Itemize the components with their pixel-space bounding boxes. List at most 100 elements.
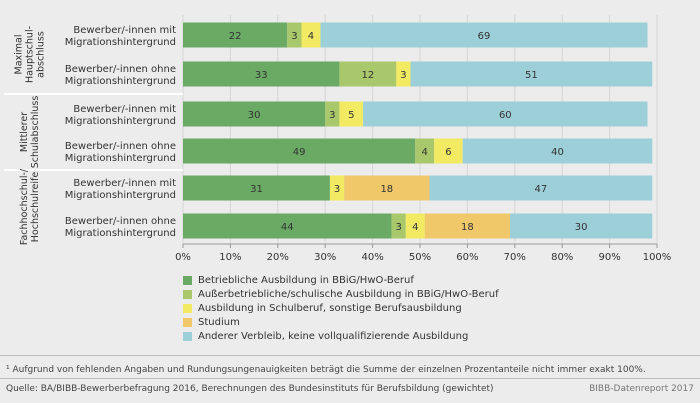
bar-segment [344, 175, 430, 201]
row-label: Migrationshintergrund [65, 153, 176, 164]
bar-segment [391, 213, 406, 239]
bar-segment [183, 175, 330, 201]
x-tick-label: 50% [409, 252, 431, 263]
bar-segment [415, 138, 435, 164]
credit: BIBB-Datenreport 2017 [589, 384, 694, 394]
data-label: 33 [255, 70, 268, 81]
bar-segment [434, 138, 463, 164]
bar-segment [301, 22, 321, 48]
data-label: 4 [422, 147, 428, 158]
group-label: Hauptschul- [25, 26, 36, 83]
data-label: 51 [525, 70, 538, 81]
row-label: Migrationshintergrund [65, 190, 176, 201]
x-tick-label: 70% [504, 252, 526, 263]
row-label: Migrationshintergrund [65, 228, 176, 239]
legend-swatch [183, 275, 192, 285]
data-label: 30 [575, 222, 588, 233]
x-tick-label: 80% [551, 252, 573, 263]
legend-label: Anderer Verbleib, keine vollqualifiziere… [198, 330, 469, 342]
legend-swatch [183, 317, 192, 327]
x-tick-label: 100% [643, 252, 672, 263]
data-label: 5 [348, 110, 354, 121]
bar-segment [183, 22, 288, 48]
bar-segment [396, 61, 411, 87]
group-label: Fachhochschul-/ [19, 168, 30, 245]
row-label: Migrationshintergrund [65, 116, 176, 127]
bar-segment [429, 175, 653, 201]
data-label: 3 [334, 184, 340, 195]
bar-segment [363, 101, 648, 127]
group-label: Hochschulreife [30, 172, 41, 243]
x-tick-label: 10% [219, 252, 241, 263]
row-label: Migrationshintergrund [65, 76, 176, 87]
data-label: 4 [412, 222, 418, 233]
data-label: 40 [551, 147, 564, 158]
data-label: 69 [478, 31, 491, 42]
group-label: Schulabschluss [30, 96, 41, 169]
bar-segment [183, 101, 326, 127]
group-label: Mittlerer [19, 112, 30, 152]
row-label: Bewerber/-innen ohne [65, 216, 176, 227]
data-label: 18 [461, 222, 474, 233]
x-tick-label: 90% [598, 252, 620, 263]
bar-segment [339, 101, 364, 127]
row-label: Bewerber/-innen mit [73, 25, 176, 36]
row-label: Bewerber/-innen mit [73, 104, 176, 115]
data-label: 47 [535, 184, 548, 195]
data-label: 22 [229, 31, 242, 42]
row-label: Bewerber/-innen ohne [65, 141, 176, 152]
legend-item: Studium [183, 315, 499, 329]
bar-segment [410, 61, 653, 87]
data-label: 3 [400, 70, 406, 81]
group-label: abschluss [36, 31, 47, 78]
data-label: 60 [499, 110, 512, 121]
legend-label: Studium [198, 316, 240, 328]
bar-segment [183, 61, 340, 87]
bar-segment [329, 175, 345, 201]
legend: Betriebliche Ausbildung in BBiG/HwO-Beru… [183, 273, 499, 343]
legend-item: Ausbildung in Schulberuf, sonstige Beruf… [183, 301, 499, 315]
data-label: 4 [308, 31, 314, 42]
legend-label: Außerbetriebliche/schulische Ausbildung … [198, 288, 499, 300]
legend-swatch [183, 289, 192, 299]
data-label: 31 [250, 184, 263, 195]
group-label: Maximal [14, 35, 25, 75]
footnote: ¹ Aufgrund von fehlenden Angaben und Run… [6, 365, 646, 375]
x-tick-label: 30% [314, 252, 336, 263]
data-label: 44 [281, 222, 294, 233]
legend-label: Ausbildung in Schulberuf, sonstige Beruf… [198, 302, 462, 314]
legend-swatch [183, 331, 192, 341]
legend-item: Anderer Verbleib, keine vollqualifiziere… [183, 329, 499, 343]
data-label: 3 [291, 31, 297, 42]
legend-item: Betriebliche Ausbildung in BBiG/HwO-Beru… [183, 273, 499, 287]
bar-segment [339, 61, 397, 87]
bar-segment [405, 213, 425, 239]
legend-label: Betriebliche Ausbildung in BBiG/HwO-Beru… [198, 274, 414, 286]
bar-segment [424, 213, 511, 239]
legend-item: Außerbetriebliche/schulische Ausbildung … [183, 287, 499, 301]
legend-swatch [183, 303, 192, 313]
divider [0, 378, 700, 379]
x-tick-label: 40% [361, 252, 383, 263]
x-tick-label: 60% [456, 252, 478, 263]
data-label: 6 [445, 147, 451, 158]
data-label: 18 [380, 184, 393, 195]
data-label: 12 [361, 70, 374, 81]
data-label: 3 [395, 222, 401, 233]
bar-segment [510, 213, 653, 239]
row-label: Bewerber/-innen ohne [65, 64, 176, 75]
x-tick-label: 0% [175, 252, 191, 263]
bar-segment [320, 22, 648, 48]
source-note: Quelle: BA/BIBB-Bewerberbefragung 2016, … [6, 384, 494, 394]
bar-segment [183, 213, 392, 239]
row-label: Bewerber/-innen mit [73, 178, 176, 189]
bar-segment [183, 138, 416, 164]
bar-segment [462, 138, 653, 164]
stacked-bar-chart: Maximal Hauptschul-abschluss Mittlerer Schu… [4, 15, 672, 263]
data-label: 3 [329, 110, 335, 121]
data-label: 30 [248, 110, 261, 121]
row-label: Migrationshintergrund [65, 37, 176, 48]
data-label: 49 [293, 147, 306, 158]
bar-segment [325, 101, 340, 127]
divider [0, 355, 700, 356]
